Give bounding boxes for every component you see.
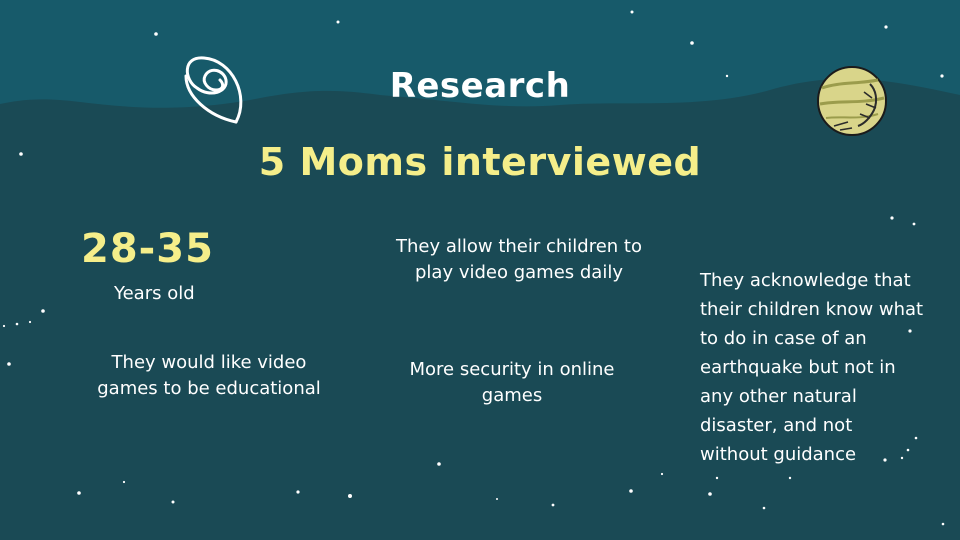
star-icon <box>900 456 904 460</box>
star-icon <box>7 362 11 366</box>
star-icon <box>883 458 887 462</box>
age-label: Years old <box>114 283 195 304</box>
star-icon <box>788 476 792 480</box>
point-daily-play: They allow their children to play video … <box>395 236 642 283</box>
star-icon <box>77 491 81 495</box>
star-icon <box>348 494 352 498</box>
star-icon <box>912 222 916 226</box>
star-icon <box>19 152 23 156</box>
star-icon <box>629 489 633 493</box>
slide-subtitle: 5 Moms interviewed <box>258 140 702 184</box>
star-icon <box>890 216 894 220</box>
star-icon <box>914 436 918 440</box>
star-icon <box>690 41 694 45</box>
star-icon <box>660 472 664 476</box>
point-educational: They would like video games to be educat… <box>97 352 321 399</box>
star-icon <box>908 329 912 333</box>
spiral-galaxy-icon <box>184 56 243 124</box>
star-icon <box>41 309 45 313</box>
star-icon <box>122 480 126 484</box>
star-icon <box>715 476 719 480</box>
point-security: More security in online games <box>409 359 615 406</box>
star-icon <box>336 20 340 24</box>
star-icon <box>941 522 945 526</box>
star-icon <box>884 25 888 29</box>
star-icon <box>762 506 766 510</box>
sky-wave <box>0 0 960 108</box>
star-icon <box>725 74 729 78</box>
star-icon <box>708 492 712 496</box>
star-icon <box>437 462 441 466</box>
star-icon <box>630 10 634 14</box>
star-icon <box>906 448 910 452</box>
star-icon <box>496 498 498 500</box>
star-icon <box>940 74 944 78</box>
planet-icon <box>817 66 887 136</box>
star-icon <box>154 32 158 36</box>
star-field <box>2 10 945 526</box>
star-icon <box>2 324 6 328</box>
point-earthquake: They acknowledge that their children kno… <box>700 270 924 465</box>
slide-title: Research <box>389 66 571 106</box>
star-icon <box>28 320 32 324</box>
age-range: 28-35 <box>81 226 214 272</box>
star-icon <box>15 322 19 326</box>
star-icon <box>551 503 555 507</box>
star-icon <box>296 490 300 494</box>
star-icon <box>171 500 175 504</box>
